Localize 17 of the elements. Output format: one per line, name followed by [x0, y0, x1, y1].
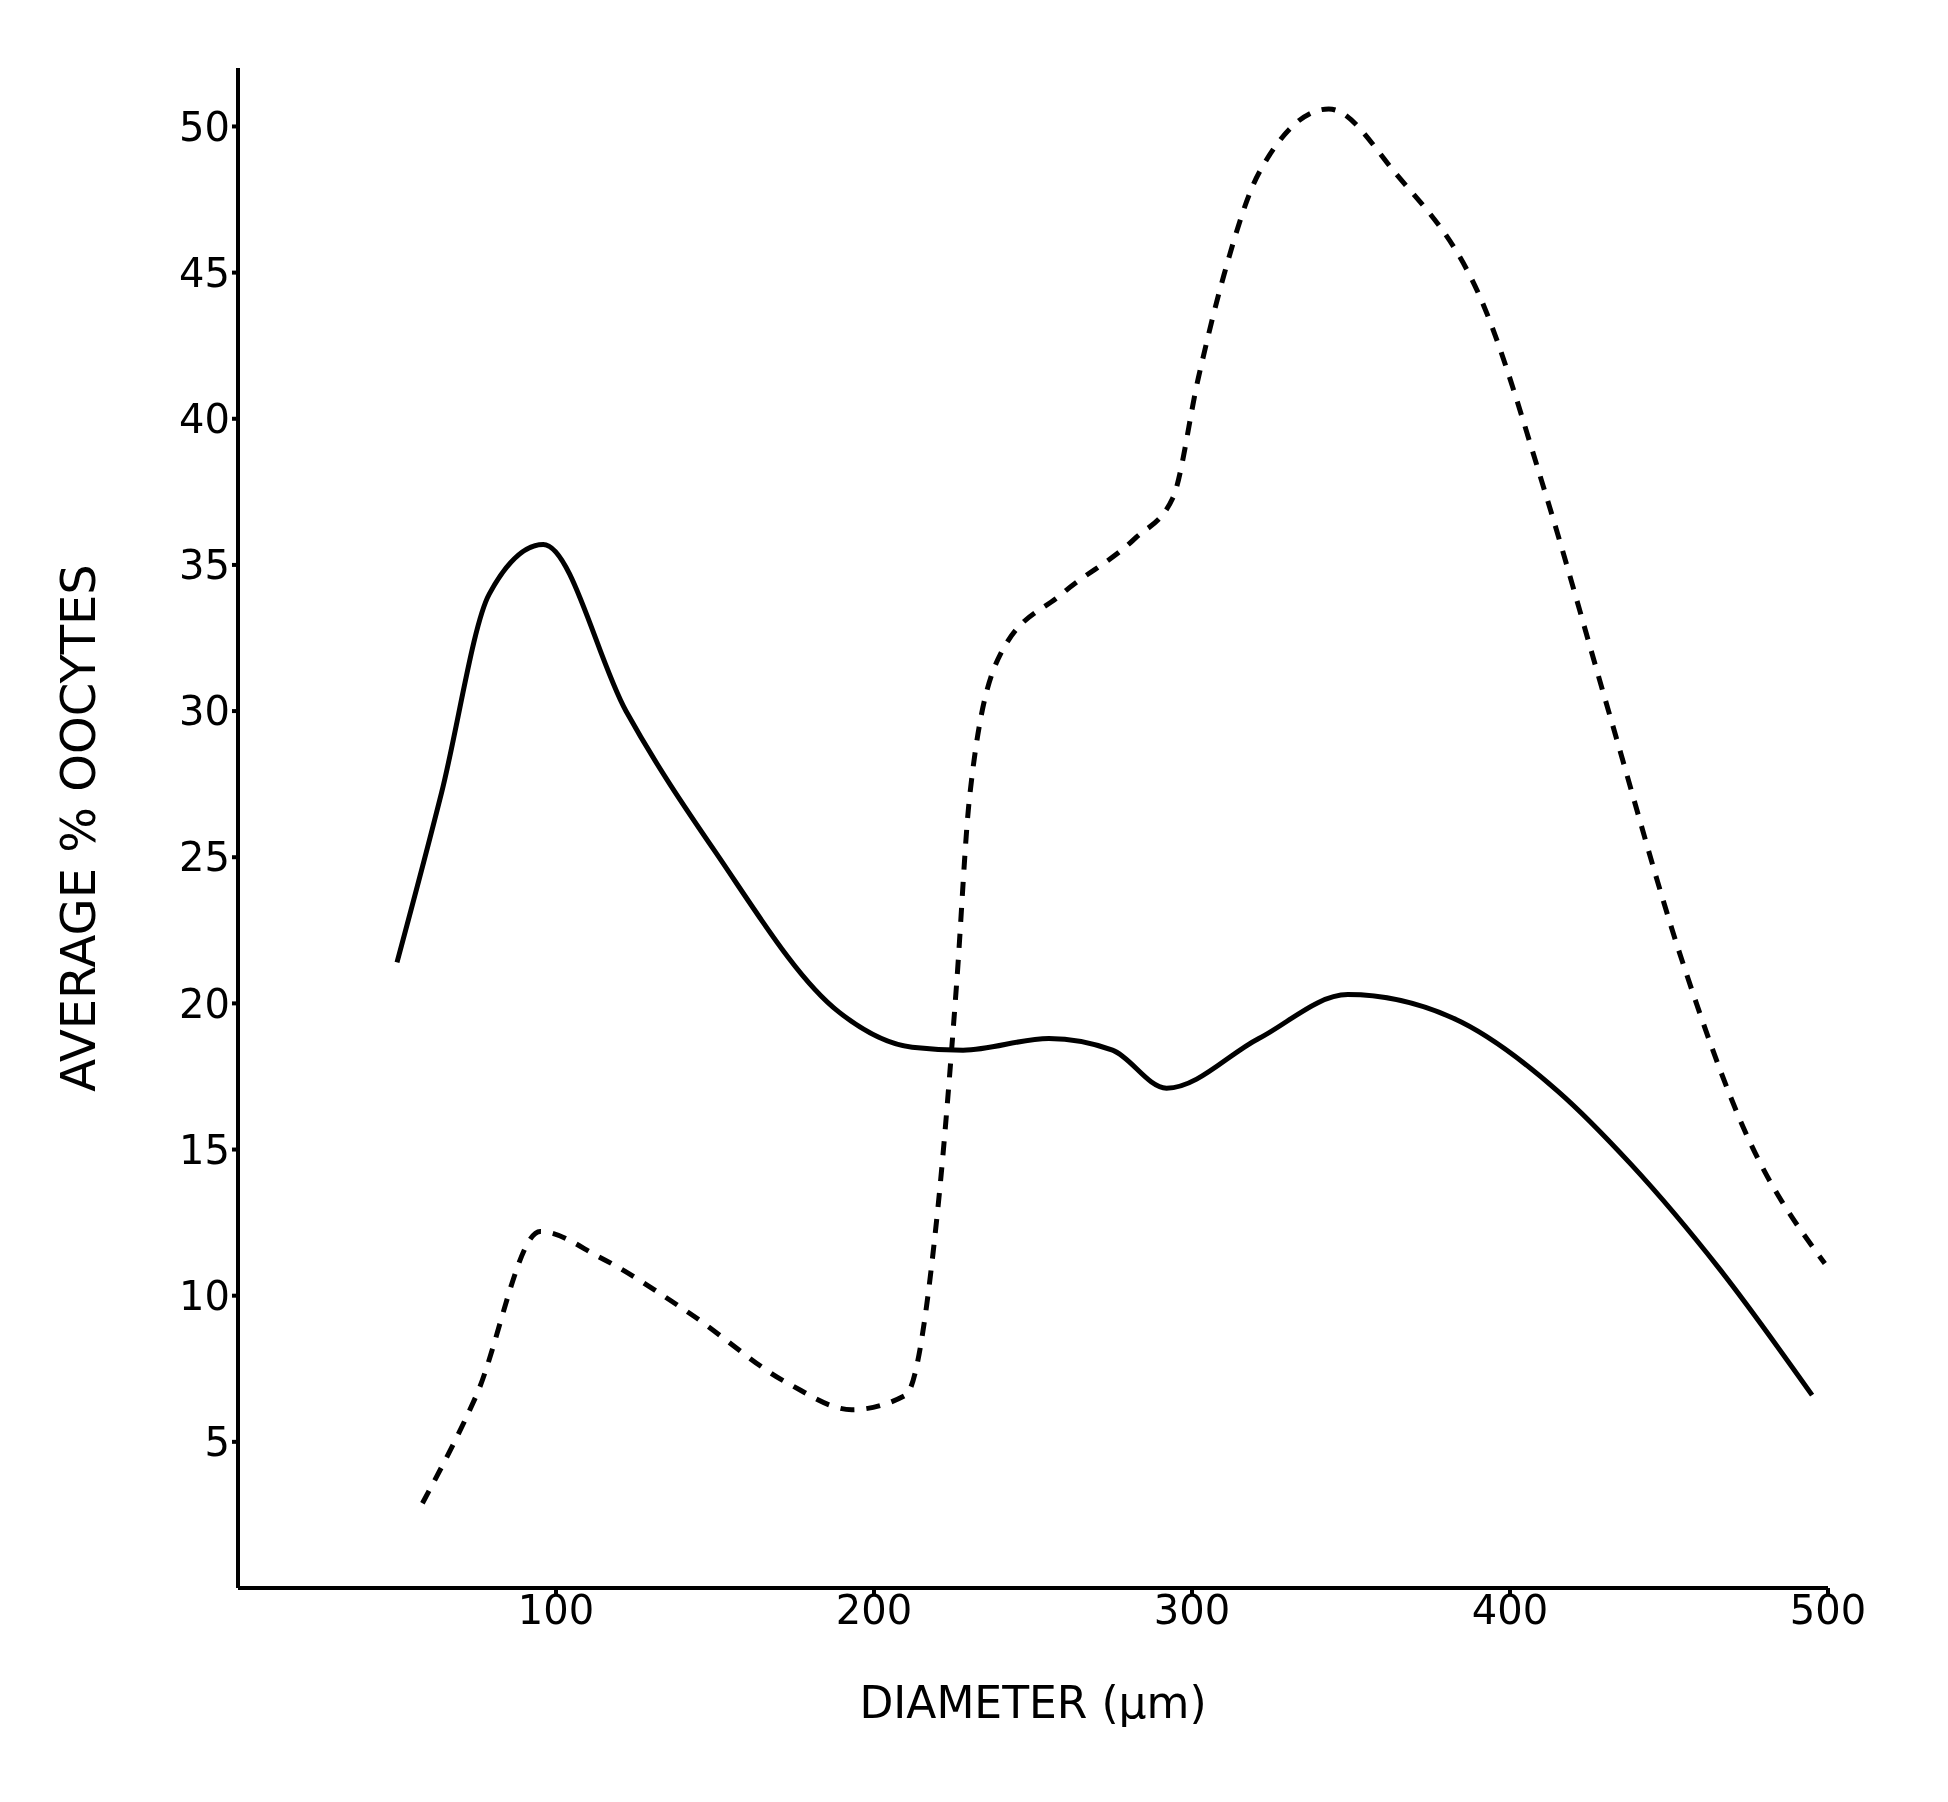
x-tick-label: 200	[835, 1587, 913, 1634]
x-tick-label: 100	[517, 1587, 595, 1634]
y-axis-title: AVERAGE % OOCYTES	[50, 564, 107, 1092]
y-tick-label: 35	[179, 542, 230, 589]
y-tick-label: 15	[179, 1126, 230, 1173]
y-tick-label: 25	[179, 834, 230, 881]
y-tick-label: 40	[179, 395, 230, 442]
x-tick-label: 400	[1471, 1587, 1549, 1634]
y-tick-label: 5	[204, 1419, 230, 1466]
y-tick-label: 50	[179, 103, 230, 150]
y-tick-label: 30	[179, 688, 230, 735]
y-tick-label: 45	[179, 249, 230, 296]
x-axis-title: DIAMETER (μm)	[859, 1677, 1207, 1728]
x-tick-label: 500	[1789, 1587, 1867, 1634]
y-tick-label: 20	[179, 980, 230, 1027]
y-tick-label: 10	[179, 1272, 230, 1319]
x-tick-label: 300	[1153, 1587, 1231, 1634]
